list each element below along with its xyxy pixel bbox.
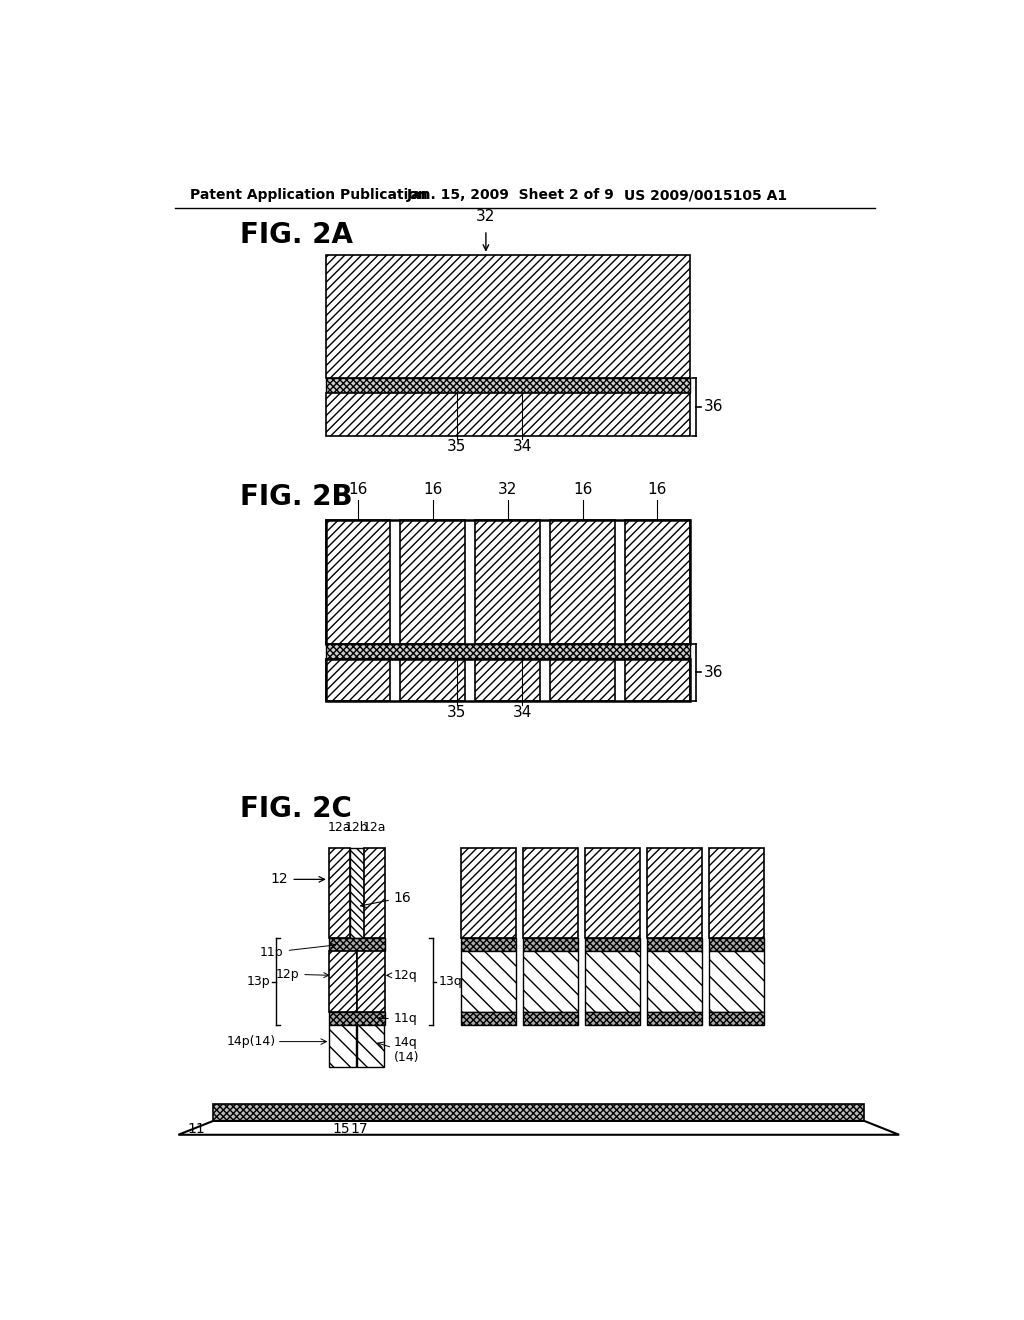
- Text: FIG. 2B: FIG. 2B: [241, 483, 353, 511]
- Bar: [326, 393, 690, 436]
- Text: 15: 15: [333, 1122, 350, 1137]
- Bar: [710, 1012, 764, 1024]
- Text: 35: 35: [447, 440, 467, 454]
- Bar: [523, 939, 578, 950]
- Bar: [349, 847, 364, 939]
- Text: Jan. 15, 2009  Sheet 2 of 9: Jan. 15, 2009 Sheet 2 of 9: [407, 189, 614, 202]
- Bar: [647, 847, 701, 939]
- Bar: [523, 847, 578, 939]
- Text: 32: 32: [498, 482, 517, 498]
- Bar: [710, 847, 764, 939]
- Text: 16: 16: [348, 482, 368, 498]
- Bar: [326, 659, 690, 701]
- Text: 11p: 11p: [260, 942, 335, 958]
- Text: FIG. 2C: FIG. 2C: [241, 795, 352, 824]
- Text: 12b: 12b: [345, 821, 369, 834]
- Bar: [213, 1104, 864, 1121]
- Text: US 2009/0015105 A1: US 2009/0015105 A1: [624, 189, 787, 202]
- Text: 36: 36: [703, 665, 723, 680]
- Text: 14q
(14): 14q (14): [394, 1036, 419, 1064]
- Bar: [400, 659, 465, 701]
- Bar: [647, 939, 701, 950]
- Bar: [461, 847, 515, 939]
- Bar: [461, 1012, 515, 1024]
- Bar: [550, 659, 615, 701]
- Bar: [326, 520, 690, 644]
- Text: FIG. 2A: FIG. 2A: [241, 222, 353, 249]
- Bar: [586, 847, 640, 939]
- Bar: [461, 939, 515, 950]
- Text: 13p: 13p: [246, 975, 270, 989]
- Bar: [475, 520, 540, 644]
- Text: 11q: 11q: [378, 1012, 418, 1026]
- Bar: [326, 255, 690, 378]
- Bar: [710, 939, 764, 950]
- Bar: [326, 520, 390, 644]
- Text: 16: 16: [360, 891, 412, 907]
- Bar: [329, 1012, 385, 1024]
- Text: 14p(14): 14p(14): [227, 1035, 276, 1048]
- Bar: [329, 950, 356, 1012]
- Text: 34: 34: [513, 440, 532, 454]
- Text: 12q: 12q: [387, 969, 418, 982]
- Text: 16: 16: [648, 482, 668, 498]
- Text: 34: 34: [513, 705, 532, 721]
- Bar: [364, 847, 385, 939]
- Bar: [461, 950, 515, 1012]
- Bar: [326, 644, 690, 659]
- Bar: [329, 939, 385, 950]
- Bar: [625, 659, 690, 701]
- Bar: [400, 520, 465, 644]
- Bar: [647, 1012, 701, 1024]
- Bar: [586, 1012, 640, 1024]
- Bar: [586, 939, 640, 950]
- Bar: [357, 1024, 384, 1067]
- Text: 16: 16: [572, 482, 592, 498]
- Text: 12p: 12p: [275, 968, 329, 981]
- Bar: [523, 1012, 578, 1024]
- Bar: [710, 950, 764, 1012]
- Bar: [326, 378, 690, 393]
- Text: 32: 32: [476, 209, 496, 224]
- Text: 16: 16: [423, 482, 442, 498]
- Text: Patent Application Publication: Patent Application Publication: [190, 189, 428, 202]
- Text: 11: 11: [187, 1122, 206, 1135]
- Bar: [356, 950, 385, 1012]
- Bar: [625, 520, 690, 644]
- Bar: [523, 950, 578, 1012]
- Bar: [550, 520, 615, 644]
- Text: 12: 12: [270, 873, 325, 886]
- Text: 12a: 12a: [362, 821, 386, 834]
- Bar: [647, 950, 701, 1012]
- Bar: [586, 950, 640, 1012]
- Bar: [326, 659, 390, 701]
- Text: 12a: 12a: [328, 821, 351, 834]
- Bar: [329, 1024, 356, 1067]
- Text: 17: 17: [351, 1122, 369, 1137]
- Text: 35: 35: [447, 705, 467, 721]
- Text: 13q: 13q: [438, 975, 463, 989]
- Bar: [329, 847, 349, 939]
- Bar: [475, 659, 540, 701]
- Text: 36: 36: [703, 399, 723, 414]
